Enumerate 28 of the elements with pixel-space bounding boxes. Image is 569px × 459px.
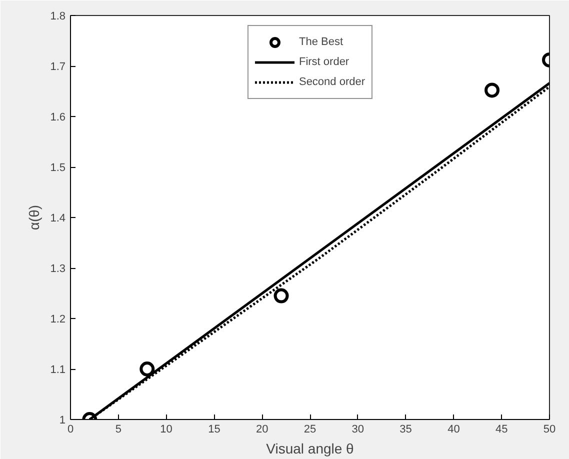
x-axis-title: Visual angle θ	[266, 440, 354, 456]
y-tick-label: 1	[59, 414, 66, 426]
x-tick-label: 10	[160, 424, 172, 436]
y-tick-label: 1.6	[50, 112, 66, 124]
point	[484, 82, 500, 98]
x-tick-label: 0	[67, 424, 74, 436]
y-tick-label: 1.8	[50, 10, 66, 22]
y-tick-label: 1.3	[50, 263, 66, 275]
x-tick-label: 30	[352, 424, 364, 436]
x-tick-label: 35	[400, 424, 412, 436]
y-axis-title: α(θ)	[26, 204, 42, 230]
x-tick-label: 50	[543, 424, 556, 436]
y-tick-label: 1.4	[50, 212, 66, 224]
x-tick-label: 45	[495, 424, 508, 436]
x-tick-label: 25	[304, 424, 316, 436]
x-tick-label: 20	[256, 424, 268, 436]
point	[140, 362, 155, 376]
x-tick-label: 40	[448, 424, 460, 436]
y-tick-label: 1.2	[50, 314, 66, 326]
y-tick-label: 1.7	[50, 61, 66, 73]
legend-label: The Best	[298, 36, 344, 48]
legend-label: First order	[298, 56, 350, 68]
x-tick-label: 5	[115, 424, 122, 436]
legend-label: Second order	[298, 76, 366, 88]
y-tick-label: 1.5	[50, 162, 66, 174]
y-tick-label: 1.1	[50, 364, 66, 376]
x-tick-label: 15	[208, 424, 220, 436]
point	[274, 288, 289, 304]
